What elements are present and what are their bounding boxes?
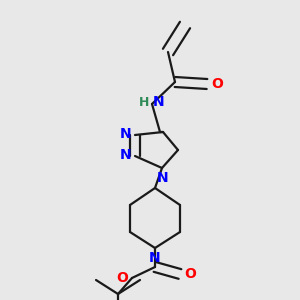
Text: O: O xyxy=(116,271,128,285)
Text: N: N xyxy=(153,95,165,109)
Text: O: O xyxy=(184,267,196,281)
Text: H: H xyxy=(139,95,149,109)
Text: N: N xyxy=(157,171,169,185)
Text: N: N xyxy=(119,127,131,141)
Text: N: N xyxy=(119,148,131,162)
Text: N: N xyxy=(149,251,161,265)
Text: O: O xyxy=(211,77,223,91)
